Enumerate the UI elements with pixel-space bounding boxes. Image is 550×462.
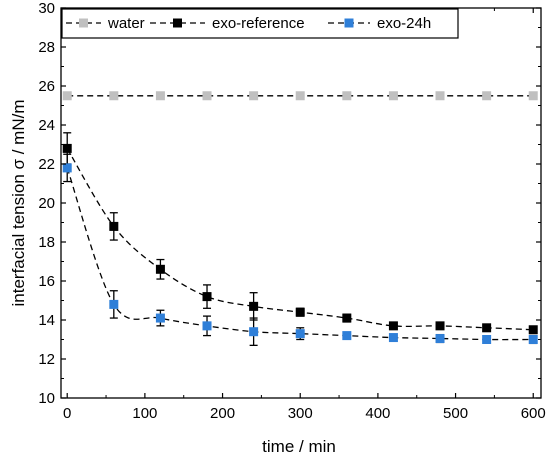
data-point xyxy=(528,335,538,344)
y-tick-label: 26 xyxy=(38,78,55,95)
data-point xyxy=(249,327,259,337)
legend-entry-exo-reference: exo-reference xyxy=(150,15,305,32)
series-exo-reference xyxy=(62,132,538,335)
legend-marker xyxy=(344,18,354,28)
legend-marker xyxy=(79,18,88,28)
y-tick-label: 20 xyxy=(38,195,55,212)
plot-content xyxy=(62,91,538,347)
legend-label: exo-24h xyxy=(377,15,431,32)
data-point xyxy=(155,264,165,274)
legend-entry-exo-24h: exo-24h xyxy=(328,15,431,32)
data-point xyxy=(342,313,352,323)
data-point xyxy=(202,91,212,101)
y-tick-label: 24 xyxy=(38,117,55,134)
x-tick-label: 400 xyxy=(365,405,390,422)
data-point xyxy=(62,163,72,173)
x-tick-label: 0 xyxy=(63,405,71,422)
y-tick-label: 30 xyxy=(38,0,55,17)
series-line xyxy=(66,167,534,341)
data-point xyxy=(482,91,492,101)
data-point xyxy=(62,91,72,101)
data-point xyxy=(388,321,398,331)
data-point xyxy=(109,221,119,231)
series-line xyxy=(66,148,534,331)
data-point xyxy=(155,91,165,101)
y-tick-label: 14 xyxy=(38,312,55,329)
legend-box xyxy=(61,8,459,39)
data-point xyxy=(109,299,119,309)
x-tick-label: 200 xyxy=(210,405,235,422)
data-point xyxy=(295,307,305,317)
data-point xyxy=(388,333,398,343)
y-tick-label: 28 xyxy=(38,39,55,56)
data-point xyxy=(155,313,165,323)
x-tick-label: 100 xyxy=(132,405,157,422)
legend-label: exo-reference xyxy=(212,15,305,32)
legend-label: water xyxy=(107,15,145,32)
data-point xyxy=(435,91,445,101)
legend-entry-water: water xyxy=(66,15,145,32)
y-tick-label: 10 xyxy=(38,390,55,407)
x-tick-label: 300 xyxy=(288,405,313,422)
data-point xyxy=(342,331,352,341)
data-point xyxy=(435,321,445,331)
data-point xyxy=(482,323,492,333)
legend: water exo-reference exo-24h xyxy=(61,8,459,39)
data-point xyxy=(109,91,119,101)
data-point xyxy=(388,91,398,101)
data-point xyxy=(249,91,259,101)
y-tick-label: 12 xyxy=(38,351,55,368)
y-tick-label: 18 xyxy=(38,234,55,251)
x-tick-label: 500 xyxy=(443,405,468,422)
data-point xyxy=(202,321,212,331)
data-point xyxy=(295,91,305,101)
data-point xyxy=(482,335,492,344)
data-point xyxy=(202,292,212,302)
y-tick-label: 16 xyxy=(38,273,55,290)
legend-marker xyxy=(173,18,182,28)
data-point xyxy=(62,143,72,153)
x-axis-title: time / min xyxy=(262,437,336,456)
data-point xyxy=(528,91,538,101)
data-point xyxy=(295,329,305,339)
y-tick-label: 22 xyxy=(38,156,55,173)
y-axis-title: interfacial tension σ / mN/m xyxy=(9,99,28,306)
data-point xyxy=(249,301,259,311)
data-point xyxy=(528,325,538,335)
data-point xyxy=(435,334,445,344)
series-water xyxy=(62,91,538,101)
series-exo-24h xyxy=(62,153,538,347)
axis-ticks: 0 100 200 300 400 500 600 10 12 14 16 18 20 22 24 26 28 3… xyxy=(38,0,545,422)
x-tick-label: 600 xyxy=(521,405,546,422)
data-point xyxy=(342,91,352,101)
